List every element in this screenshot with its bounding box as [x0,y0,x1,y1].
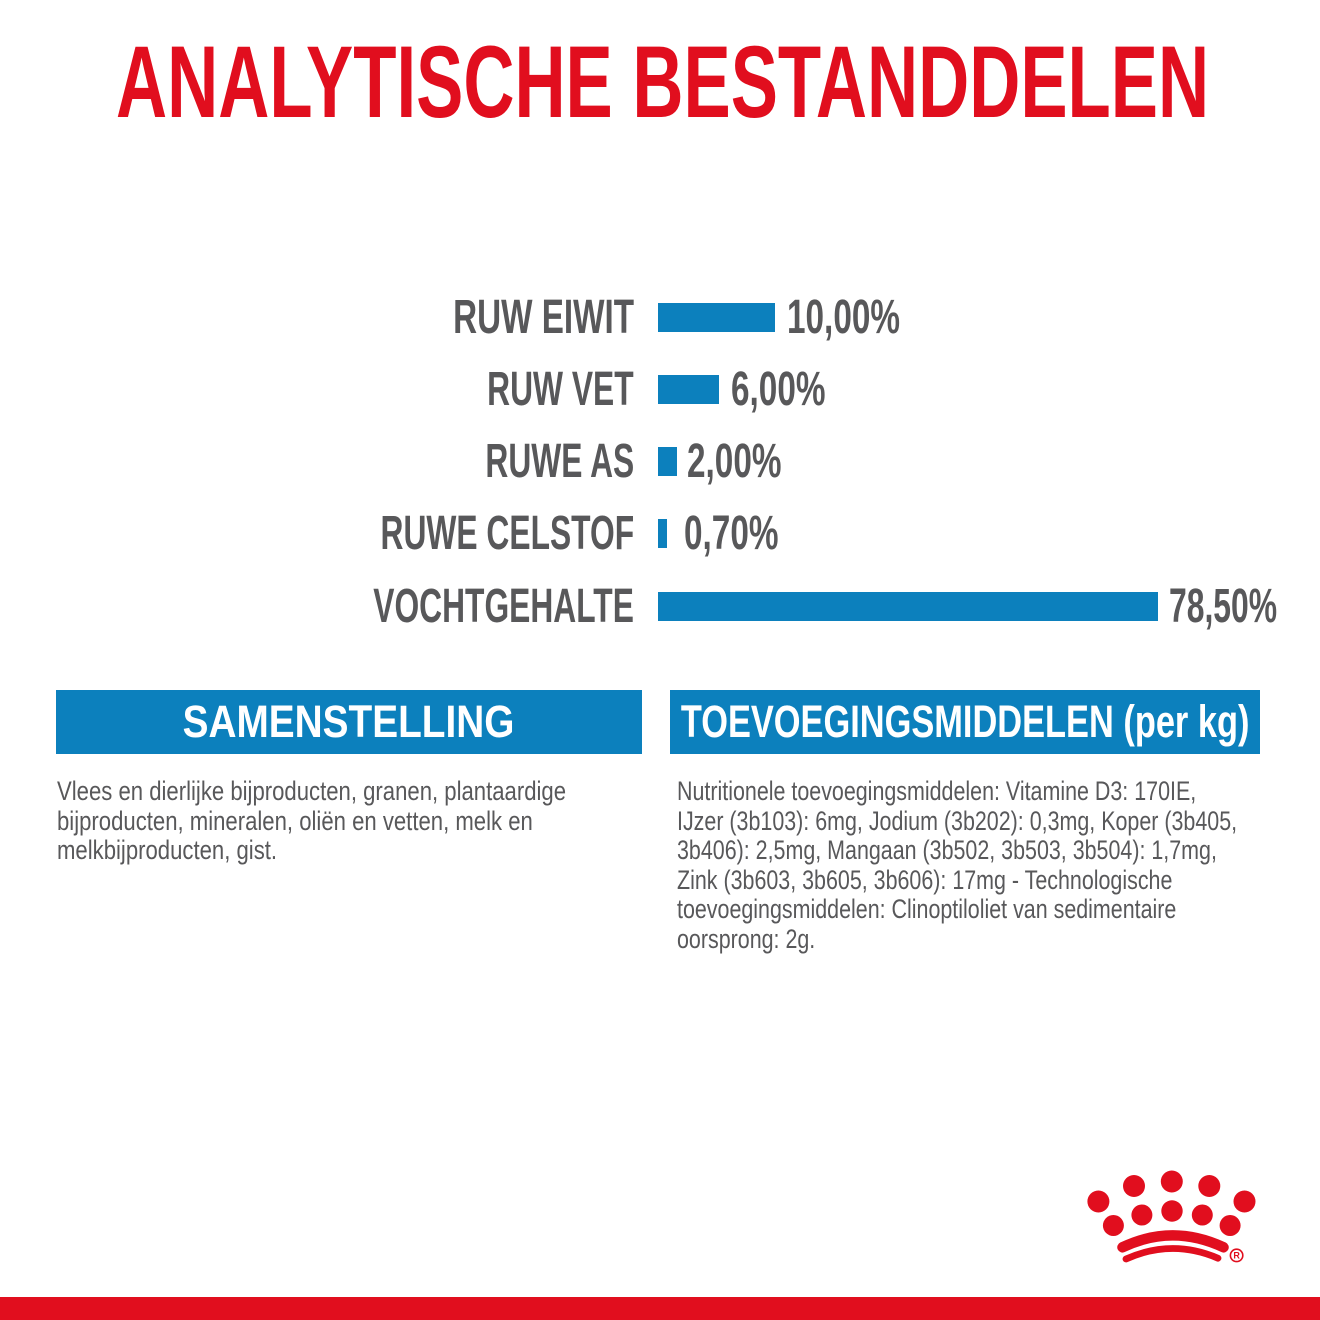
svg-text:R: R [1233,1251,1240,1261]
